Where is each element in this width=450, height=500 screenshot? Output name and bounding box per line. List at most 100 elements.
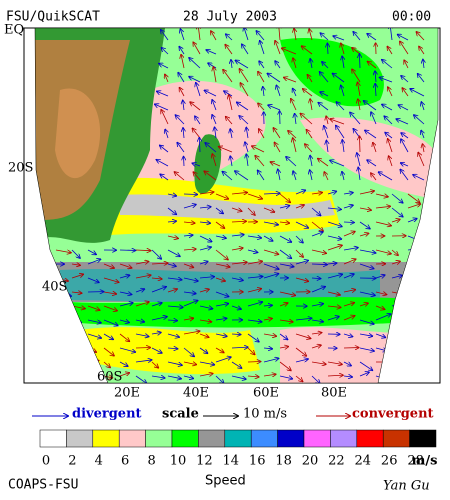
wind-arrow: [151, 333, 161, 334]
wind-arrow: [199, 261, 208, 264]
wind-arrow: [371, 112, 377, 125]
wind-arrow: [87, 249, 96, 254]
wind-arrow: [199, 247, 211, 250]
wind-arrow: [231, 347, 248, 348]
wind-arrow: [103, 333, 113, 339]
colorbar-unit: m/s: [412, 454, 438, 469]
lat-label: 40S: [42, 280, 67, 295]
wind-arrow: [167, 333, 179, 337]
wind-arrow: [327, 263, 337, 264]
wind-arrow: [359, 249, 376, 253]
wind-arrow: [330, 160, 345, 167]
wind-arrow: [310, 170, 312, 181]
wind-arrow: [189, 58, 201, 69]
wind-arrow: [183, 249, 196, 250]
wind-arrow: [295, 359, 308, 363]
wind-arrow: [279, 303, 288, 306]
wind-arrow: [183, 277, 198, 281]
wind-arrow: [247, 333, 259, 342]
wind-arrow: [357, 82, 360, 97]
wind-arrow: [365, 130, 377, 139]
wind-arrow: [390, 28, 392, 41]
wind-arrow: [119, 303, 133, 307]
wind-arrow: [342, 172, 344, 181]
wind-arrow: [310, 59, 312, 69]
wind-arrow: [286, 157, 297, 167]
wind-arrow: [177, 143, 185, 153]
wind-arrow: [276, 85, 281, 97]
wind-arrow: [311, 232, 323, 237]
colorbar-label: 20: [302, 454, 319, 469]
wind-arrow: [231, 262, 247, 264]
wind-arrow: [199, 207, 211, 208]
wind-arrow: [400, 41, 409, 55]
wind-arrow: [231, 375, 246, 379]
wind-arrow: [240, 83, 249, 97]
wind-arrow: [151, 376, 165, 378]
lon-label: 60E: [253, 386, 279, 401]
wind-arrow: [375, 249, 391, 254]
colorbar-swatch: [250, 429, 278, 448]
wind-arrow: [419, 47, 425, 55]
wind-arrow: [259, 129, 265, 139]
wind-arrow: [242, 44, 249, 55]
wind-arrow: [263, 263, 279, 269]
wind-arrow: [151, 303, 162, 307]
wind-arrow: [167, 289, 177, 292]
wind-arrow: [391, 207, 403, 217]
wind-arrow: [295, 260, 308, 265]
legend-scale: scale: [162, 407, 199, 422]
wind-arrow: [237, 102, 249, 111]
wind-arrow: [167, 194, 176, 196]
wind-arrow: [205, 143, 217, 153]
wind-arrow: [223, 70, 233, 83]
wind-arrow: [263, 221, 278, 225]
wind-arrow: [341, 43, 345, 55]
wind-arrow: [179, 47, 185, 55]
wind-arrow: [373, 143, 377, 153]
wind-arrow: [135, 375, 147, 383]
wind-arrow: [247, 302, 262, 307]
wind-arrow: [311, 207, 321, 215]
wind-arrow: [199, 235, 212, 242]
wind-arrow: [291, 99, 297, 111]
wind-arrow: [230, 156, 232, 167]
wind-arrow: [295, 114, 296, 125]
wind-arrow: [353, 32, 361, 41]
wind-arrow: [199, 192, 214, 194]
wind-arrow: [295, 375, 303, 381]
wind-arrow: [183, 100, 184, 111]
colorbar-label: 12: [196, 454, 213, 469]
wind-arrow: [258, 72, 265, 83]
wind-arrow: [160, 145, 169, 153]
wind-arrow: [71, 274, 83, 279]
wind-arrow: [183, 263, 193, 267]
wind-arrow: [407, 204, 420, 209]
wind-arrow: [311, 264, 327, 265]
wind-arrow: [246, 128, 248, 139]
wind-arrow: [252, 146, 265, 153]
wind-arrow: [324, 126, 329, 139]
wind-arrow: [311, 287, 325, 293]
wind-arrow: [268, 105, 281, 111]
wind-arrow: [215, 304, 228, 306]
wind-arrow: [212, 115, 217, 125]
wind-arrow: [400, 169, 409, 181]
wind-arrow: [215, 291, 229, 297]
wind-arrow: [247, 276, 263, 278]
wind-arrow: [161, 110, 169, 125]
wind-arrow: [359, 191, 374, 195]
wind-arrow: [119, 275, 130, 278]
wind-arrow: [178, 73, 185, 83]
wind-arrow: [71, 292, 82, 293]
wind-arrow: [259, 61, 265, 69]
wind-arrow: [303, 89, 313, 97]
wind-arrow: [327, 245, 342, 251]
wind-arrow: [155, 104, 169, 111]
wind-arrow: [311, 221, 323, 231]
wind-arrow: [258, 170, 265, 181]
wind-arrow: [215, 375, 224, 383]
wind-arrow: [219, 147, 233, 153]
wind-arrow: [343, 316, 355, 321]
wind-arrow: [167, 348, 178, 349]
